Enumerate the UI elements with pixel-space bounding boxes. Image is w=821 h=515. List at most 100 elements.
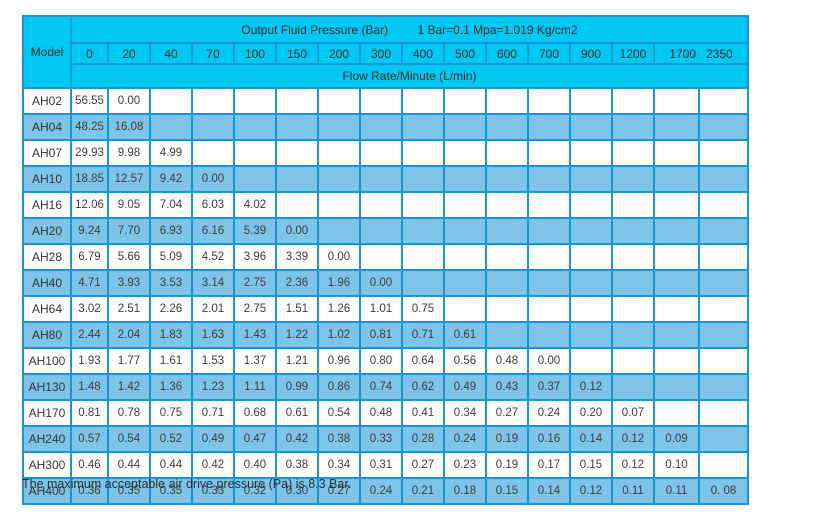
flow-value-cell: 3.96 <box>233 243 277 271</box>
flow-value-cell: 0.44 <box>107 451 151 479</box>
model-cell: AH130 <box>22 373 72 401</box>
flow-value-cell: 0.86 <box>317 373 361 401</box>
pressure-column-header: 150 <box>275 42 319 65</box>
flow-value-cell <box>569 217 613 245</box>
pressure-flow-table: Model Output Fluid Pressure (Bar) 1 Bar=… <box>22 15 749 505</box>
model-cell: AH300 <box>22 451 72 479</box>
flow-value-cell: 9.98 <box>107 139 151 167</box>
flow-value-cell <box>443 165 487 193</box>
flow-value-cell: 0.15 <box>485 477 529 505</box>
flow-value-cell: 4.02 <box>233 191 277 219</box>
table-row: AH40 4.71 3.93 3.53 3.14 2.75 2.36 1.96 0.00 <box>22 269 749 297</box>
flow-value-cell <box>653 139 700 167</box>
flow-value-cell: 0.21 <box>401 477 445 505</box>
flow-value-cell: 0.32 <box>233 477 277 505</box>
flow-value-cell: 0.41 <box>401 399 445 427</box>
flow-value-cell <box>698 243 749 271</box>
flow-value-cell: 2.04 <box>107 321 151 349</box>
flow-value-cell: 0.33 <box>359 425 403 453</box>
flow-value-cell: 0.00 <box>359 269 403 297</box>
flow-value-cell: 0.00 <box>191 165 235 193</box>
flow-value-cell: 1.26 <box>317 295 361 323</box>
flow-value-cell <box>401 139 445 167</box>
flow-value-cell <box>653 321 700 349</box>
table-row: AH10 18.85 12.57 9.42 0.00 <box>22 165 749 193</box>
flow-value-cell: 0.35 <box>107 477 151 505</box>
flow-value-cell: 0.38 <box>275 451 319 479</box>
flow-value-cell <box>698 399 749 427</box>
flow-value-cell <box>359 243 403 271</box>
flow-value-cell <box>359 191 403 219</box>
flow-value-cell <box>191 87 235 115</box>
flow-value-cell <box>443 217 487 245</box>
flow-value-cell <box>527 295 571 323</box>
flow-value-cell: 1.53 <box>191 347 235 375</box>
flow-value-cell: 1.21 <box>275 347 319 375</box>
flow-value-cell: 0.10 <box>653 451 700 479</box>
flow-value-cell <box>611 191 655 219</box>
flow-value-cell: 0.19 <box>485 425 529 453</box>
flow-value-cell <box>233 165 277 193</box>
flow-value-cell <box>653 347 700 375</box>
flow-value-cell <box>485 243 529 271</box>
pressure-column-header: 0 <box>70 42 109 65</box>
flow-value-cell <box>485 113 529 141</box>
flow-value-cell: 0.07 <box>611 399 655 427</box>
flow-value-cell: 0.61 <box>275 399 319 427</box>
flow-value-cell: 0.37 <box>527 373 571 401</box>
flow-value-cell: 0.96 <box>317 347 361 375</box>
flow-value-cell: 0.81 <box>70 399 109 427</box>
flow-value-cell <box>569 269 613 297</box>
flow-value-cell: 0.40 <box>233 451 277 479</box>
flow-value-cell: 0.62 <box>401 373 445 401</box>
flow-value-cell: 0.24 <box>527 399 571 427</box>
footnote: The maximum acceptable air drive pressur… <box>22 477 352 491</box>
flow-value-cell: 0.23 <box>443 451 487 479</box>
flow-value-cell: 0.49 <box>443 373 487 401</box>
flow-value-cell <box>698 451 749 479</box>
flow-value-cell <box>569 191 613 219</box>
title-band-row: Model Output Fluid Pressure (Bar) 1 Bar=… <box>22 15 749 89</box>
table-row: AH400 0.36 0.35 0.35 0.33 0.32 0.30 0.27 0.24 0.2… <box>22 477 749 505</box>
flow-value-cell: 2.51 <box>107 295 151 323</box>
flow-value-cell <box>401 165 445 193</box>
table-row: AH07 29.93 9.98 4.99 <box>22 139 749 167</box>
flow-value-cell <box>233 139 277 167</box>
flow-value-cell: 0.61 <box>443 321 487 349</box>
flow-value-cell: 1.42 <box>107 373 151 401</box>
flow-value-cell <box>569 113 613 141</box>
flow-value-cell: 16.08 <box>107 113 151 141</box>
flow-value-cell: 0.38 <box>317 425 361 453</box>
pressure-column-header: 100 <box>233 42 277 65</box>
flow-value-cell <box>653 373 700 401</box>
flow-value-cell <box>191 113 235 141</box>
flow-value-cell <box>317 217 361 245</box>
table-row: AH04 48.25 16.08 <box>22 113 749 141</box>
flow-value-cell <box>317 139 361 167</box>
flow-value-cell <box>698 425 749 453</box>
flow-value-cell: 0.31 <box>359 451 403 479</box>
flow-value-cell: 9.05 <box>107 191 151 219</box>
flow-value-cell: 0.71 <box>191 399 235 427</box>
flow-value-cell <box>611 269 655 297</box>
flow-value-cell: 0.27 <box>401 451 445 479</box>
flow-value-cell: 0.75 <box>149 399 193 427</box>
flow-value-cell: 0.74 <box>359 373 403 401</box>
flow-value-cell: 2.75 <box>233 269 277 297</box>
flow-value-cell: 2.36 <box>275 269 319 297</box>
flow-value-cell: 2.75 <box>233 295 277 323</box>
flow-value-cell <box>611 139 655 167</box>
flow-value-cell: 0.34 <box>443 399 487 427</box>
flow-value-cell <box>485 217 529 245</box>
flow-value-cell <box>653 165 700 193</box>
flow-value-cell <box>275 113 319 141</box>
flow-value-cell: 6.79 <box>70 243 109 271</box>
flow-value-cell <box>698 295 749 323</box>
flow-value-cell <box>569 139 613 167</box>
flow-value-cell <box>653 217 700 245</box>
model-cell: AH64 <box>22 295 72 323</box>
flow-value-cell: 1.61 <box>149 347 193 375</box>
flow-value-cell <box>359 113 403 141</box>
pressure-header-row: 0 20 40 70 100 150 200 300 400 500 600 700 900 1200 17… <box>23 42 749 65</box>
model-cell: AH170 <box>22 399 72 427</box>
